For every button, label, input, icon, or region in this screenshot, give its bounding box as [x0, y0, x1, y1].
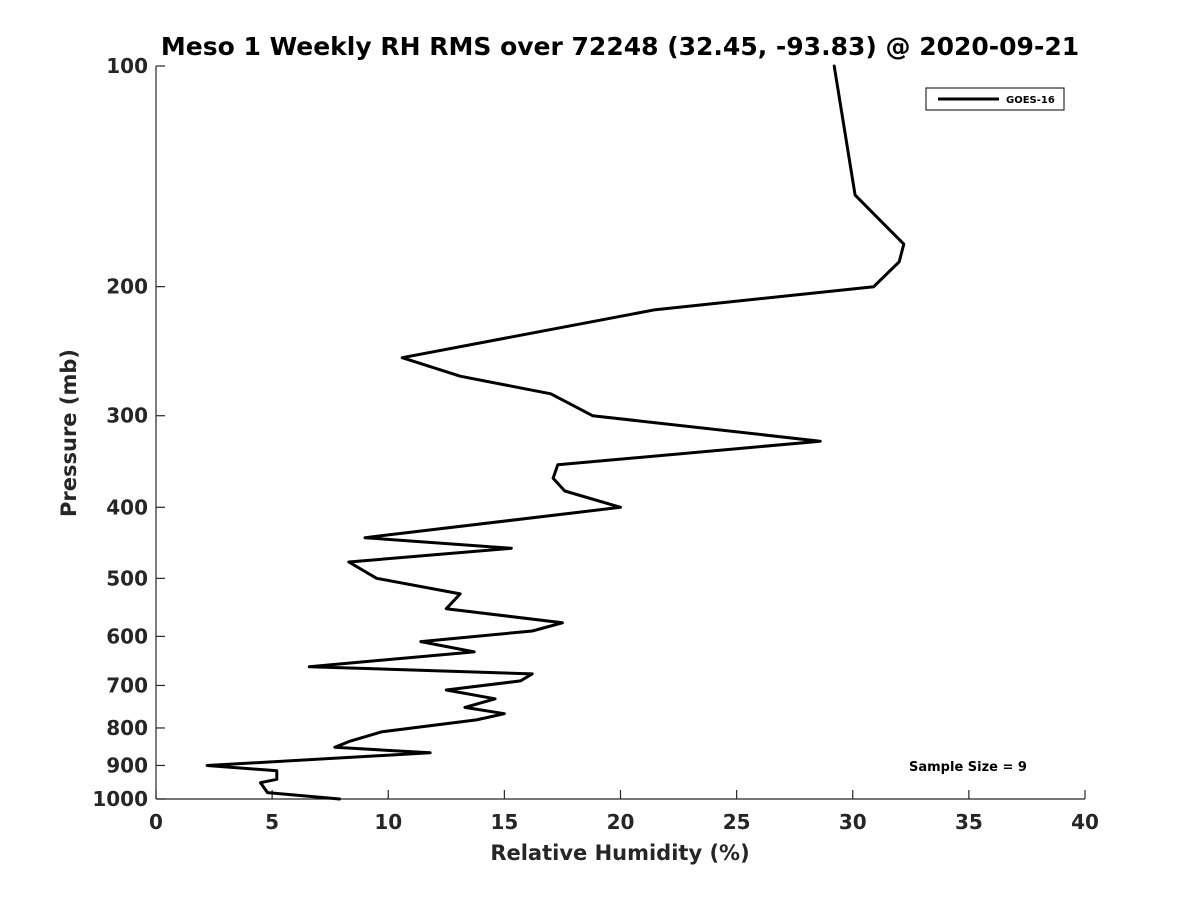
x-tick-label: 10	[374, 810, 402, 834]
series-line-goes-16	[205, 64, 906, 801]
x-tick-label: 30	[839, 810, 867, 834]
x-axis-label: Relative Humidity (%)	[490, 841, 749, 865]
y-tick-label: 1000	[92, 787, 148, 811]
y-tick-label: 100	[106, 54, 148, 78]
x-tick-label: 35	[955, 810, 983, 834]
y-axis-ticks: 100 200 300 400 500 600 700 800 900 1000	[92, 54, 165, 811]
x-tick-label: 40	[1071, 810, 1099, 834]
x-axis-ticks: 0 5 10 15 20 25 30 35 40	[149, 790, 1099, 834]
y-tick-label: 300	[106, 404, 148, 428]
axes	[155, 66, 1085, 800]
chart-title: Meso 1 Weekly RH RMS over 72248 (32.45, …	[161, 32, 1079, 61]
y-tick-label: 700	[106, 673, 148, 697]
y-tick-label: 400	[106, 495, 148, 519]
series-layer	[205, 64, 906, 801]
y-tick-label: 600	[106, 624, 148, 648]
x-tick-label: 5	[265, 810, 279, 834]
legend-label-goes-16: GOES-16	[1006, 95, 1055, 106]
y-axis-label: Pressure (mb)	[57, 349, 81, 517]
x-tick-label: 25	[723, 810, 751, 834]
x-tick-label: 0	[149, 810, 163, 834]
y-tick-label: 500	[106, 566, 148, 590]
plot-area	[156, 66, 1085, 799]
legend: GOES-16	[925, 87, 1065, 111]
sample-size-annotation: Sample Size = 9	[909, 760, 1027, 775]
y-tick-label: 800	[106, 716, 148, 740]
x-tick-label: 20	[607, 810, 635, 834]
y-tick-label: 200	[106, 275, 148, 299]
x-tick-label: 15	[490, 810, 518, 834]
y-tick-label: 900	[106, 753, 148, 777]
